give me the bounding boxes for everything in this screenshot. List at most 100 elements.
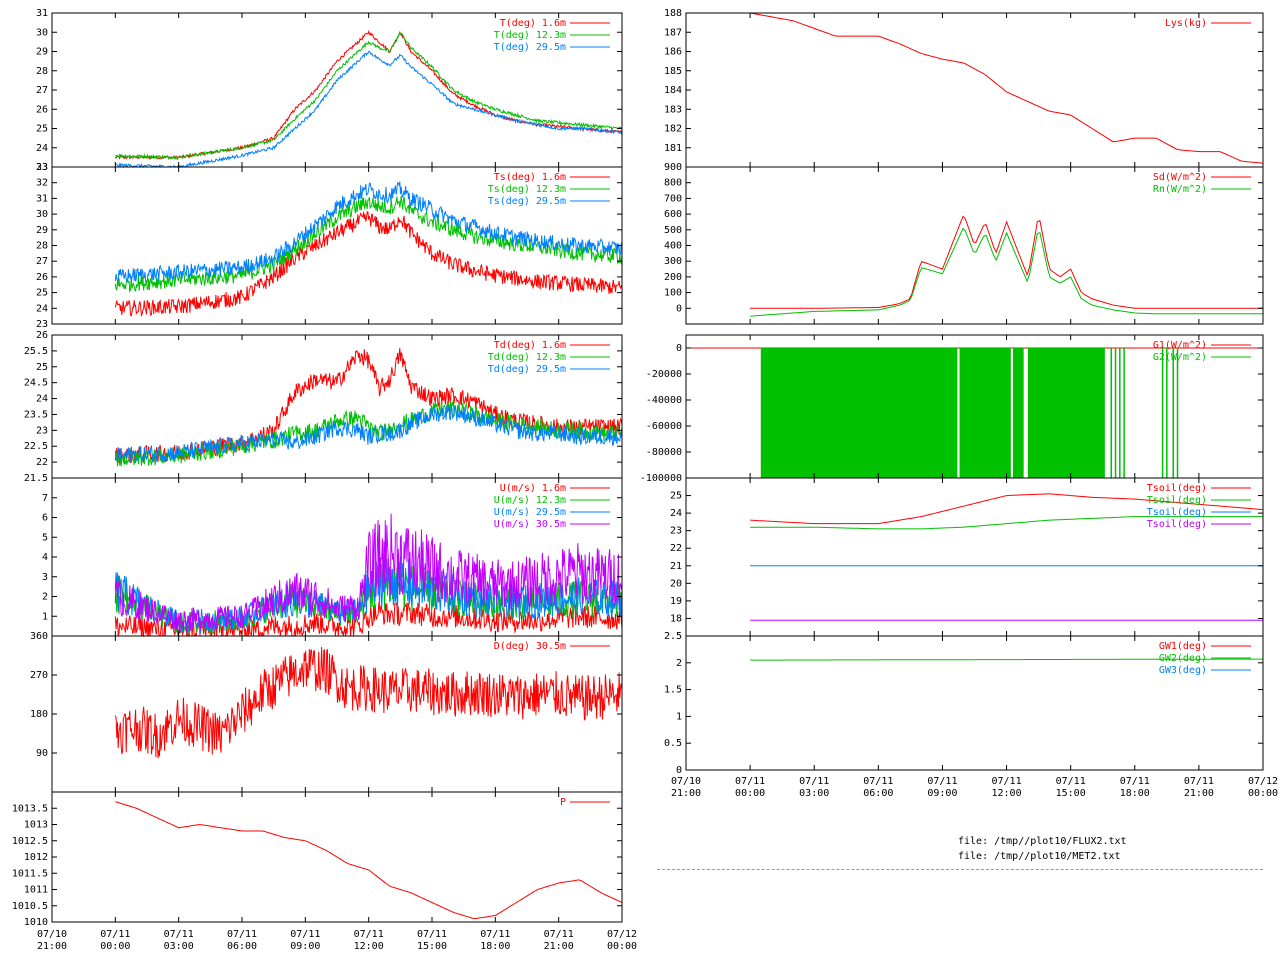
legend-label-right-3-0: G1(W/m^2) bbox=[1153, 340, 1207, 351]
ytick-label-right-4-7: 25 bbox=[670, 491, 682, 502]
panel-left-4: U(m/s) 1.6mU(m/s) 12.3mU(m/s) 29.5mU(m/s… bbox=[42, 477, 623, 638]
xlabel-left-time-7: 18:00 bbox=[480, 941, 510, 952]
ytick-label-right-2-9: 900 bbox=[664, 162, 682, 173]
ytick-label-left-3-8: 25.5 bbox=[24, 346, 48, 357]
ytick-label-right-2-3: 300 bbox=[664, 256, 682, 267]
xlabel-right-time-7: 18:00 bbox=[1120, 788, 1150, 799]
legend-label-left-1-2: T(deg) 29.5m bbox=[494, 42, 566, 53]
series-line-right-2-1 bbox=[750, 227, 1263, 317]
xlabel-right-time-3: 06:00 bbox=[863, 788, 893, 799]
ytick-label-right-5-2: 1 bbox=[676, 711, 682, 722]
ytick-label-left-6-1: 1010.5 bbox=[12, 901, 48, 912]
series-line-left-5-0 bbox=[114, 646, 623, 759]
ytick-label-right-1-5: 186 bbox=[664, 47, 682, 58]
ytick-label-left-3-5: 24 bbox=[36, 394, 48, 405]
g2-band-2 bbox=[1012, 348, 1024, 478]
ytick-label-left-5-1: 180 bbox=[30, 709, 48, 720]
series-line-right-5-1 bbox=[750, 658, 1264, 661]
ytick-label-right-3-1: -80000 bbox=[646, 447, 682, 458]
panel-right-5: GW1(deg)GW2(deg)GW3(deg) 0 0.5 1 1.5 2 2.5 bbox=[664, 631, 1264, 776]
ytick-label-right-1-0: 181 bbox=[664, 143, 682, 154]
panel-left-6: P 1010 1010.5 1011 1011.5 1012 1012.5 1013 1013.… bbox=[12, 791, 623, 928]
ytick-label-left-4-1: 2 bbox=[42, 592, 48, 603]
ytick-label-left-4-4: 5 bbox=[42, 532, 48, 543]
ytick-label-right-1-4: 185 bbox=[664, 66, 682, 77]
file-label-flux: file: /tmp//plot10/FLUX2.txt bbox=[958, 836, 1127, 847]
panel-frame-right-1 bbox=[685, 12, 1264, 168]
ytick-label-right-1-3: 184 bbox=[664, 85, 682, 96]
separator-line bbox=[657, 869, 1263, 870]
ytick-label-right-1-7: 188 bbox=[664, 8, 682, 19]
ytick-label-left-2-0: 23 bbox=[36, 319, 48, 330]
ytick-label-left-6-5: 1012.5 bbox=[12, 836, 48, 847]
ytick-label-right-3-5: 0 bbox=[676, 343, 682, 354]
g2-band-1 bbox=[959, 348, 1011, 478]
series-line-right-4-1 bbox=[750, 516, 1263, 530]
xlabel-left-time-0: 21:00 bbox=[37, 941, 67, 952]
ytick-label-right-3-3: -40000 bbox=[646, 395, 682, 406]
legend-label-right-4-0: Tsoil(deg) bbox=[1147, 483, 1207, 494]
ytick-label-left-3-2: 22.5 bbox=[24, 441, 48, 452]
xlabel-right-date-8: 07/11 bbox=[1184, 776, 1214, 787]
ytick-label-left-3-0: 21.5 bbox=[24, 473, 48, 484]
legend-label-left-1-1: T(deg) 12.3m bbox=[494, 30, 566, 41]
legend-label-left-2-2: Ts(deg) 29.5m bbox=[488, 196, 566, 207]
ytick-label-left-5-0: 90 bbox=[36, 748, 48, 759]
ytick-label-left-4-0: 1 bbox=[42, 611, 48, 622]
panel-right-2: Sd(W/m^2)Rn(W/m^2) 0 100 200 300 400 500 600 700… bbox=[664, 162, 1264, 325]
panel-left-1: T(deg) 1.6mT(deg) 12.3mT(deg) 29.5m 23 24 2… bbox=[36, 8, 623, 173]
ytick-label-left-2-5: 28 bbox=[36, 241, 48, 252]
series-line-right-2-0 bbox=[750, 215, 1263, 309]
ytick-label-right-5-1: 0.5 bbox=[664, 738, 682, 749]
ytick-label-right-4-0: 18 bbox=[670, 613, 682, 624]
panel-frame-right-5 bbox=[685, 635, 1264, 771]
ytick-label-left-1-3: 26 bbox=[36, 104, 48, 115]
xlabel-left-date-4: 07/11 bbox=[290, 929, 320, 940]
ytick-label-right-5-0: 0 bbox=[676, 765, 682, 776]
ytick-label-left-2-4: 27 bbox=[36, 256, 48, 267]
ytick-label-left-6-7: 1013.5 bbox=[12, 803, 48, 814]
xlabel-right-time-0: 21:00 bbox=[671, 788, 701, 799]
legend-label-right-5-0: GW1(deg) bbox=[1159, 641, 1207, 652]
ytick-label-left-3-7: 25 bbox=[36, 362, 48, 373]
xlabel-left-date-3: 07/11 bbox=[227, 929, 257, 940]
g2-band-3 bbox=[1027, 348, 1105, 478]
legend-label-right-2-0: Sd(W/m^2) bbox=[1153, 172, 1207, 183]
series-line-left-2-1 bbox=[114, 195, 623, 294]
legend-label-right-4-3: Tsoil(deg) bbox=[1147, 519, 1207, 530]
legend-label-left-4-1: U(m/s) 12.3m bbox=[494, 495, 566, 506]
ytick-label-right-4-6: 24 bbox=[670, 508, 682, 519]
ytick-label-right-2-0: 0 bbox=[676, 303, 682, 314]
legend-label-left-4-3: U(m/s) 30.5m bbox=[494, 519, 566, 530]
xlabel-right-time-5: 12:00 bbox=[992, 788, 1022, 799]
ytick-label-right-2-4: 400 bbox=[664, 241, 682, 252]
xlabel-right-time-1: 00:00 bbox=[735, 788, 765, 799]
xlabel-left-date-8: 07/11 bbox=[544, 929, 574, 940]
legend-label-right-5-1: GW2(deg) bbox=[1159, 653, 1207, 664]
ytick-label-right-3-2: -60000 bbox=[646, 421, 682, 432]
xlabel-right-time-8: 21:00 bbox=[1184, 788, 1214, 799]
ytick-label-left-4-3: 4 bbox=[42, 552, 48, 563]
xlabel-right-date-1: 07/11 bbox=[735, 776, 765, 787]
panel-frame-left-5 bbox=[51, 635, 623, 793]
legend-label-left-2-0: Ts(deg) 1.6m bbox=[494, 172, 566, 183]
ytick-label-right-2-5: 500 bbox=[664, 225, 682, 236]
ytick-label-right-3-4: -20000 bbox=[646, 369, 682, 380]
ytick-label-left-1-6: 29 bbox=[36, 47, 48, 58]
xlabel-right-date-7: 07/11 bbox=[1120, 776, 1150, 787]
legend-label-left-3-1: Td(deg) 12.3m bbox=[488, 352, 566, 363]
ytick-label-left-5-2: 270 bbox=[30, 670, 48, 681]
legend-label-left-4-2: U(m/s) 29.5m bbox=[494, 507, 566, 518]
series-line-left-4-2 bbox=[114, 556, 623, 634]
series-line-left-2-2 bbox=[114, 181, 623, 283]
ytick-label-left-6-0: 1010 bbox=[24, 917, 48, 928]
ytick-label-left-1-0: 23 bbox=[36, 162, 48, 173]
series-line-right-4-0 bbox=[750, 493, 1264, 525]
ytick-label-left-1-4: 27 bbox=[36, 85, 48, 96]
xlabel-left-time-5: 12:00 bbox=[354, 941, 384, 952]
ytick-label-left-2-10: 33 bbox=[36, 162, 48, 173]
xlabel-right-date-4: 07/11 bbox=[927, 776, 957, 787]
